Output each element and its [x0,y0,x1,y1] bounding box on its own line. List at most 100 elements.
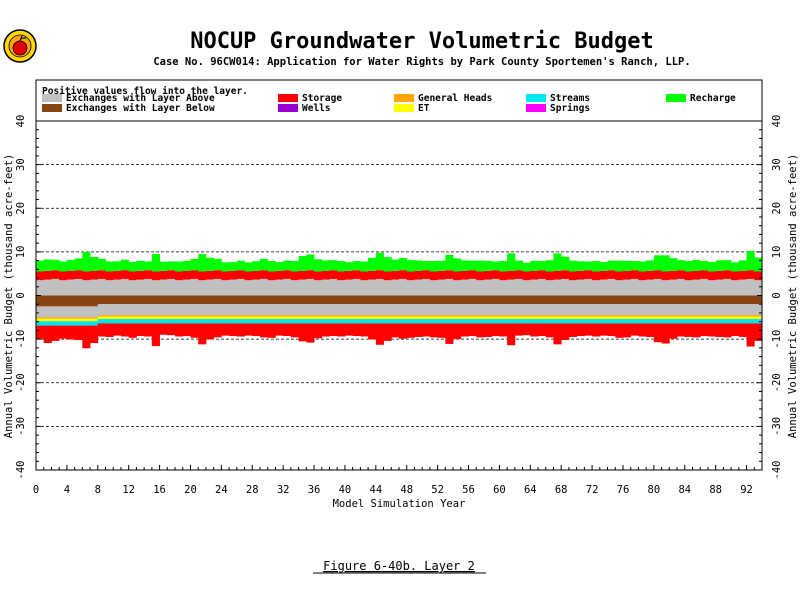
bar [545,316,554,320]
bar [638,261,647,272]
bar [669,295,678,305]
legend-swatch [526,104,546,112]
bar [399,323,408,339]
bar [561,295,570,305]
bar [453,319,462,324]
bar [599,270,608,280]
bar [283,295,292,305]
bar [182,316,191,320]
bar [306,315,315,317]
bar [576,261,585,271]
bar [476,295,485,305]
bar [437,323,446,338]
bar [638,271,647,281]
bar [259,278,269,296]
bar [136,319,145,324]
bar [453,258,462,272]
bar [290,295,299,305]
bar [144,319,153,324]
bar [553,316,562,320]
bar [646,319,655,324]
y-axis-label-left: Annual Volumetric Budget (thousand acre-… [3,154,15,438]
bar [236,270,245,279]
bar [120,259,130,271]
bar [630,278,639,296]
bar [229,262,238,271]
bar [522,323,531,336]
bar [507,319,516,324]
bar [259,315,269,317]
bar [522,280,531,296]
bar [522,262,531,272]
bar [414,260,423,271]
bar [252,316,261,320]
bar [677,295,686,305]
bar [754,323,763,341]
bar [66,306,76,318]
bar [615,319,624,324]
bar [105,304,114,316]
x-tick-label: 52 [431,484,444,496]
bar [97,316,106,320]
bar [468,260,477,271]
bar [205,316,215,320]
bar [646,316,655,320]
bar [97,278,106,296]
bar [244,295,253,305]
bar [66,325,76,340]
legend-note: Positive values flow into the layer. [42,86,248,97]
bar [352,295,361,305]
bar [175,295,184,305]
bar [738,295,747,305]
bar [731,315,740,317]
bar [414,279,423,296]
bar [360,319,369,324]
bar [746,319,755,324]
bar [113,315,122,317]
bar [175,323,184,337]
bar [491,278,500,296]
bar [692,270,701,280]
bar [429,315,439,317]
bar [615,323,624,338]
bar [453,316,462,320]
bar [360,295,369,305]
bar [252,319,261,324]
bar [283,304,292,316]
bar [553,270,562,280]
bar [97,323,106,337]
bar [175,271,184,281]
y-tick-label: -30 [771,417,783,436]
bar [514,316,523,320]
bar [414,316,423,320]
bar [707,316,717,320]
bar [553,253,562,271]
bar [630,315,639,317]
bar [715,295,724,305]
bar [36,321,45,326]
bar [259,316,269,320]
bar [144,261,153,271]
bar [221,315,230,317]
bar [414,315,423,317]
bar [646,304,655,316]
bar [113,279,122,296]
x-tick-label: 0 [33,484,39,496]
bar [468,323,477,337]
bar [468,315,477,317]
bar [36,325,45,339]
bar [267,261,276,272]
bar [344,316,354,320]
bar [221,295,230,305]
y-axis-label-right: Annual Volumetric Budget (thousand acre-… [787,154,799,438]
bar [375,278,384,296]
bar [646,295,655,305]
bar [599,316,608,320]
bar [460,316,469,320]
bar [630,319,639,324]
bar [715,319,724,324]
bar [592,280,601,296]
bar [522,316,531,320]
bar [82,280,91,296]
bar [66,279,76,296]
